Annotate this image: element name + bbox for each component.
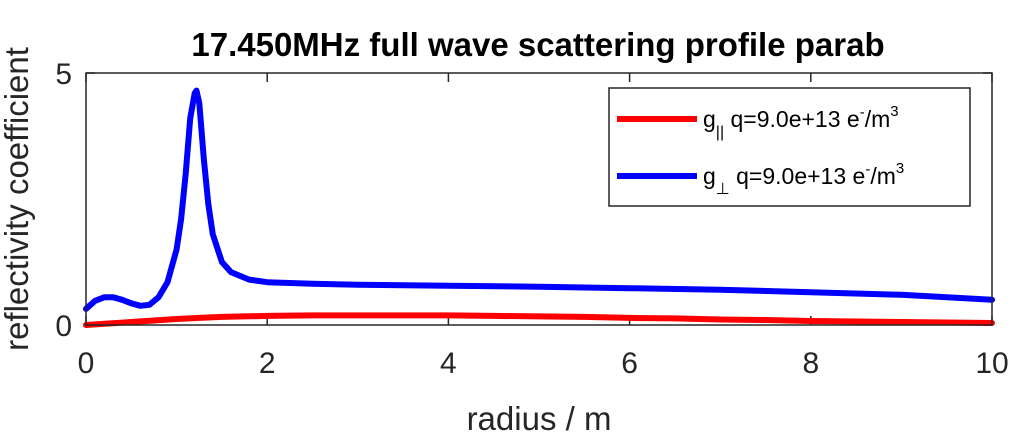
legend-parallel-unit: /m	[865, 106, 891, 132]
legend-box	[608, 87, 971, 207]
legend-perp-sup1: -	[865, 161, 870, 178]
legend-entry-perp: g⊥ q=9.0e+13 e-/m3	[703, 160, 904, 198]
series-line-perp	[83, 87, 995, 312]
legend-parallel-subscript: ||	[716, 124, 724, 141]
x-tick-label: 0	[78, 347, 95, 380]
legend-perp-text: q=9.0e+13 e	[730, 163, 866, 189]
chart-title: 17.450MHz full wave scattering profile p…	[191, 26, 884, 63]
y-tick-label: 0	[55, 310, 72, 343]
x-tick-label: 8	[802, 347, 819, 380]
plot-frame	[85, 72, 993, 326]
legend-perp-prefix: g	[703, 163, 716, 189]
series-line-parallel	[83, 312, 995, 328]
legend-perp-sup2: 3	[896, 160, 904, 177]
x-tick-label: 2	[259, 347, 276, 380]
legend-perp-unit: /m	[870, 163, 896, 189]
legend-parallel-sup1: -	[860, 104, 865, 121]
x-tick-label: 6	[621, 347, 638, 380]
legend-parallel-prefix: g	[703, 106, 716, 132]
legend-entry-parallel: g|| q=9.0e+13 e-/m3	[703, 103, 899, 141]
legend-parallel-text: q=9.0e+13 e	[724, 106, 860, 132]
y-tick-label: 5	[55, 58, 72, 91]
legend-perp-subscript: ⊥	[716, 181, 730, 198]
legend-parallel-sup2: 3	[890, 103, 898, 120]
x-tick-label: 4	[440, 347, 457, 380]
series-group	[83, 87, 995, 328]
x-axis-label: radius / m	[467, 400, 612, 437]
x-tick-label: 10	[975, 347, 1008, 380]
y-axis-label: reflectivity coefficient	[0, 47, 35, 351]
legend: g|| q=9.0e+13 e-/m3 g⊥ q=9.0e+13 e-/m3	[608, 87, 971, 207]
